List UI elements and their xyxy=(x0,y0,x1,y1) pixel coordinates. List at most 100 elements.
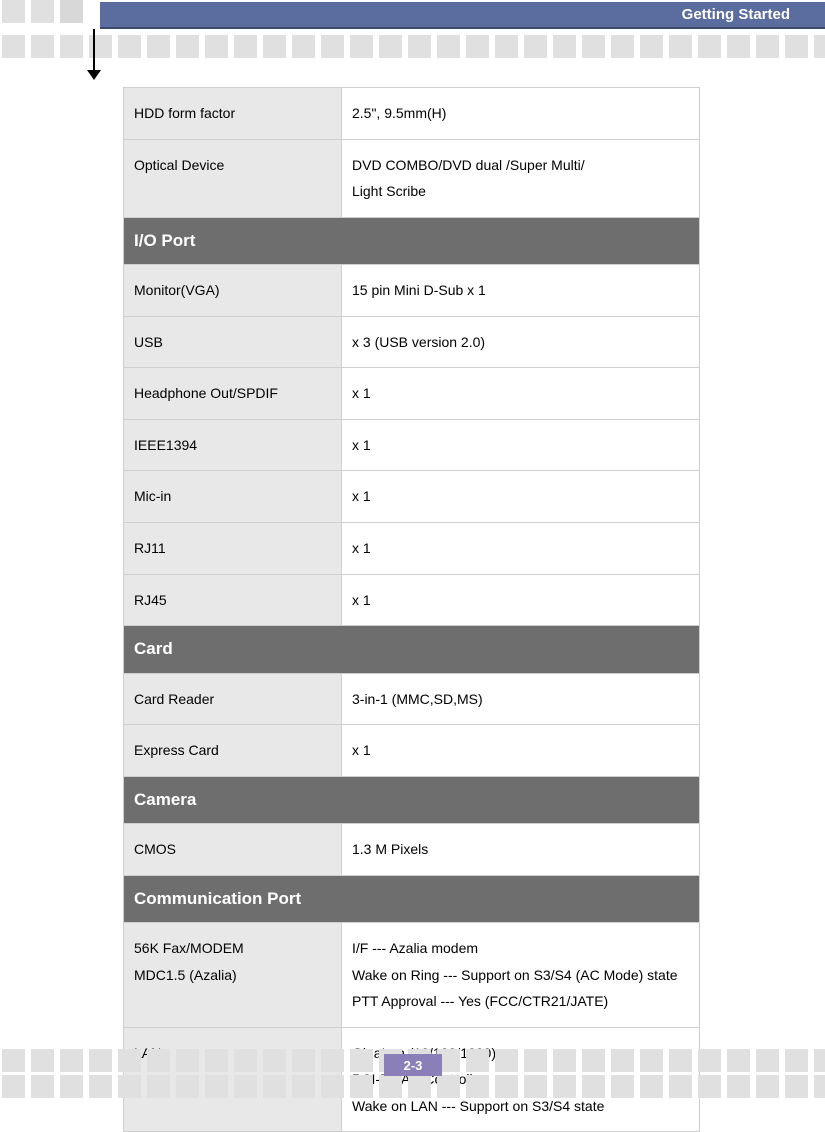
decorative-square xyxy=(466,1075,489,1098)
spec-label: Card Reader xyxy=(124,673,342,725)
decorative-square xyxy=(147,35,170,58)
spec-value: DVD COMBO/DVD dual /Super Multi/ Light S… xyxy=(342,139,700,217)
decorative-square xyxy=(321,35,344,58)
vertical-line xyxy=(93,29,95,74)
decorative-square xyxy=(147,1075,170,1098)
decorative-square xyxy=(2,0,25,23)
decorative-square xyxy=(582,1075,605,1098)
decorative-square xyxy=(466,1049,489,1072)
arrow-down-icon xyxy=(87,70,101,80)
decorative-square xyxy=(785,35,808,58)
decorative-square xyxy=(292,1075,315,1098)
spec-label: HDD form factor xyxy=(124,88,342,140)
decorative-square xyxy=(640,1049,663,1072)
table-row: Communication Port xyxy=(124,875,700,922)
table-row: HDD form factor2.5", 9.5mm(H) xyxy=(124,88,700,140)
decorative-square xyxy=(756,1049,779,1072)
decorative-square xyxy=(205,1049,228,1072)
decorative-square xyxy=(524,35,547,58)
decorative-square xyxy=(437,35,460,58)
spec-table: HDD form factor2.5", 9.5mm(H)Optical Dev… xyxy=(123,87,700,1132)
decorative-square xyxy=(350,1049,373,1072)
spec-value: x 3 (USB version 2.0) xyxy=(342,316,700,368)
decorative-square xyxy=(60,1075,83,1098)
table-row: Optical DeviceDVD COMBO/DVD dual /Super … xyxy=(124,139,700,217)
page-number: 2-3 xyxy=(404,1058,423,1073)
decorative-square xyxy=(176,1075,199,1098)
table-row: Card Reader3-in-1 (MMC,SD,MS) xyxy=(124,673,700,725)
decorative-square xyxy=(698,1075,721,1098)
decorative-square xyxy=(379,1075,402,1098)
table-row: USBx 3 (USB version 2.0) xyxy=(124,316,700,368)
decorative-square xyxy=(89,1049,112,1072)
decorative-square xyxy=(553,1075,576,1098)
decorative-square xyxy=(31,0,54,23)
decorative-square xyxy=(31,1049,54,1072)
decorative-second-squares xyxy=(0,35,825,58)
spec-value: x 1 xyxy=(342,419,700,471)
section-header: Card xyxy=(124,626,700,673)
decorative-square xyxy=(466,35,489,58)
decorative-square xyxy=(524,1075,547,1098)
table-row: Monitor(VGA)15 pin Mini D-Sub x 1 xyxy=(124,265,700,317)
spec-label: 56K Fax/MODEM MDC1.5 (Azalia) xyxy=(124,922,342,1027)
decorative-square xyxy=(611,1075,634,1098)
spec-label: Express Card xyxy=(124,725,342,777)
spec-value: 15 pin Mini D-Sub x 1 xyxy=(342,265,700,317)
table-row: IEEE1394x 1 xyxy=(124,419,700,471)
table-row: Express Cardx 1 xyxy=(124,725,700,777)
decorative-square xyxy=(553,35,576,58)
spec-value: x 1 xyxy=(342,471,700,523)
spec-label: CMOS xyxy=(124,824,342,876)
decorative-square xyxy=(785,1075,808,1098)
decorative-square xyxy=(785,1049,808,1072)
decorative-square xyxy=(408,35,431,58)
decorative-square xyxy=(350,35,373,58)
decorative-square xyxy=(31,35,54,58)
decorative-square xyxy=(814,1075,825,1098)
decorative-square xyxy=(727,1075,750,1098)
decorative-square xyxy=(118,1049,141,1072)
table-row: Headphone Out/SPDIFx 1 xyxy=(124,368,700,420)
decorative-square xyxy=(234,1075,257,1098)
decorative-square xyxy=(524,1049,547,1072)
spec-label: RJ11 xyxy=(124,523,342,575)
decorative-square xyxy=(234,1049,257,1072)
decorative-square xyxy=(147,1049,170,1072)
decorative-square xyxy=(698,1049,721,1072)
table-row: 56K Fax/MODEM MDC1.5 (Azalia)I/F --- Aza… xyxy=(124,922,700,1027)
spec-value: 3-in-1 (MMC,SD,MS) xyxy=(342,673,700,725)
decorative-square xyxy=(553,1049,576,1072)
page-number-badge: 2-3 xyxy=(384,1054,442,1076)
decorative-square xyxy=(2,1049,25,1072)
section-header: Camera xyxy=(124,776,700,823)
decorative-square xyxy=(669,1075,692,1098)
decorative-square xyxy=(176,35,199,58)
decorative-square xyxy=(814,35,825,58)
decorative-square xyxy=(263,1075,286,1098)
decorative-square xyxy=(2,1075,25,1098)
spec-label: Headphone Out/SPDIF xyxy=(124,368,342,420)
table-row: I/O Port xyxy=(124,217,700,264)
decorative-square xyxy=(292,35,315,58)
decorative-square xyxy=(582,1049,605,1072)
decorative-square xyxy=(611,35,634,58)
decorative-square xyxy=(495,35,518,58)
decorative-square xyxy=(263,35,286,58)
spec-label: IEEE1394 xyxy=(124,419,342,471)
decorative-square xyxy=(495,1075,518,1098)
header-title: Getting Started xyxy=(682,6,790,23)
section-header: Communication Port xyxy=(124,875,700,922)
table-row: Card xyxy=(124,626,700,673)
spec-label: Monitor(VGA) xyxy=(124,265,342,317)
table-row: RJ11x 1 xyxy=(124,523,700,575)
table-row: CMOS1.3 M Pixels xyxy=(124,824,700,876)
spec-value: I/F --- Azalia modem Wake on Ring --- Su… xyxy=(342,922,700,1027)
decorative-square xyxy=(60,0,83,23)
decorative-square xyxy=(727,1049,750,1072)
decorative-square xyxy=(582,35,605,58)
decorative-square xyxy=(437,1075,460,1098)
spec-value: 2.5", 9.5mm(H) xyxy=(342,88,700,140)
decorative-square xyxy=(640,35,663,58)
decorative-square xyxy=(698,35,721,58)
